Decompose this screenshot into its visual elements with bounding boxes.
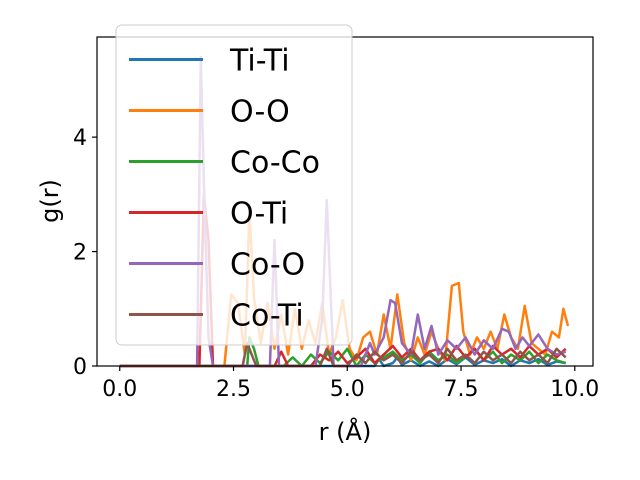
series-line-co-ti bbox=[119, 341, 567, 368]
x-axis-label: r (Å) bbox=[319, 417, 372, 446]
y-axis-label: g(r) bbox=[36, 179, 64, 223]
legend-label-co-o: Co-O bbox=[230, 248, 305, 283]
x-tick-label: 2.5 bbox=[216, 377, 251, 402]
y-tick-label: 2 bbox=[73, 241, 87, 266]
x-tick-label: 0.0 bbox=[102, 377, 137, 402]
legend: Ti-Ti O-O Co-Co O-Ti Co-O Co-Ti bbox=[115, 24, 353, 346]
x-tick-label: 10.0 bbox=[550, 377, 599, 402]
series-line-o-ti bbox=[119, 193, 567, 368]
x-tick-label: 5.0 bbox=[330, 377, 365, 402]
y-tick-label: 4 bbox=[73, 126, 87, 151]
x-tick-label: 7.5 bbox=[444, 377, 479, 402]
legend-label-co-ti: Co-Ti bbox=[230, 299, 304, 334]
y-tick-label: 0 bbox=[73, 355, 87, 380]
series-line-co-co bbox=[119, 336, 567, 368]
x-ticks: 0.0 2.5 5.0 7.5 10.0 bbox=[102, 366, 599, 402]
legend-label-o-ti: O-Ti bbox=[230, 197, 288, 232]
y-ticks: 0 2 4 bbox=[73, 126, 97, 380]
legend-label-co-co: Co-Co bbox=[230, 146, 320, 181]
legend-label-o-o: O-O bbox=[230, 95, 290, 130]
legend-label-ti-ti: Ti-Ti bbox=[229, 44, 290, 79]
